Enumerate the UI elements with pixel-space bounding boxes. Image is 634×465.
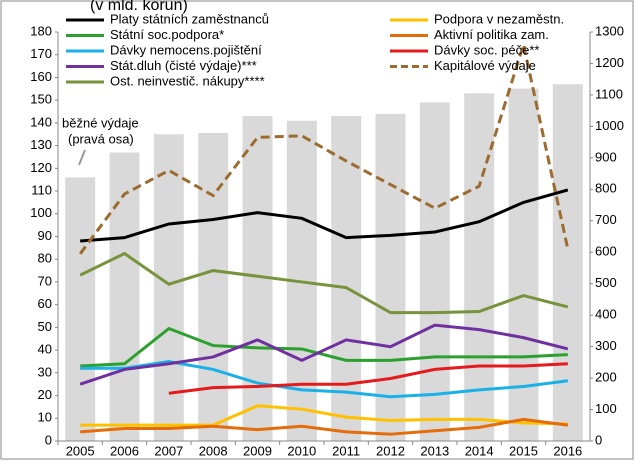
y-tick-label: 40 [38, 342, 52, 357]
x-tick-label: 2007 [154, 443, 183, 458]
y2-tick-label: 400 [595, 307, 617, 322]
series-line [80, 326, 568, 368]
series-line [79, 251, 569, 315]
y-tick-label: 100 [30, 205, 52, 220]
y2-tick-label: 100 [595, 401, 617, 416]
y2-tick-label: 0 [595, 432, 602, 447]
x-tick-label: 2008 [199, 443, 228, 458]
legend-label: Státní soc.podpora* [110, 27, 224, 42]
bar [109, 152, 140, 442]
y-tick-label: 110 [31, 182, 52, 197]
bar [65, 177, 96, 442]
y-tick-label: 0 [45, 432, 52, 447]
x-tick-label: 2011 [332, 443, 360, 458]
x-tick-label: 2013 [420, 443, 449, 458]
x-tick-label: 2009 [243, 443, 272, 458]
series-line [78, 38, 570, 255]
y-tick-label: 70 [38, 273, 52, 288]
legend-label: Dávky soc. péče** [434, 42, 540, 57]
y2-tick-label: 1200 [595, 55, 624, 70]
y2-tick-label: 800 [595, 181, 617, 196]
y2-tick-label: 1000 [595, 118, 624, 133]
x-tick-label: 2006 [110, 443, 139, 458]
bar [375, 113, 406, 442]
bar [419, 102, 450, 441]
chart-title: (v mld. korun) [90, 0, 188, 14]
series-line [80, 188, 569, 243]
y-tick-label: 20 [38, 387, 52, 402]
x-tick-label: 2014 [465, 443, 494, 458]
y2-tick-label: 1300 [595, 23, 624, 38]
y-tick-label: 30 [38, 364, 52, 379]
y2-tick-label: 1100 [595, 86, 623, 101]
x-tick-label: 2010 [287, 443, 316, 458]
y-tick-label: 180 [30, 23, 52, 38]
annotation: (pravá osa) [68, 131, 134, 146]
y-tick-label: 10 [38, 410, 52, 425]
y-tick-label: 80 [38, 251, 52, 266]
series-line [79, 323, 569, 386]
y-tick-label: 130 [30, 137, 52, 152]
annotation: běžné výdaje [62, 115, 139, 130]
y2-tick-label: 500 [595, 275, 617, 290]
x-tick-label: 2005 [66, 443, 95, 458]
x-tick-label: 2015 [509, 443, 538, 458]
series-line [80, 359, 569, 399]
y2-tick-label: 600 [595, 244, 617, 259]
y-tick-label: 120 [30, 160, 52, 175]
bar [153, 134, 184, 441]
y2-tick-label: 200 [595, 370, 617, 385]
annotation-arrow [78, 149, 86, 166]
bar [198, 132, 229, 442]
legend-label: Ost. neinvestič. nákupy**** [110, 73, 265, 88]
bar [552, 84, 583, 442]
bar [331, 116, 362, 441]
y-tick-label: 140 [30, 114, 52, 129]
y-tick-label: 60 [38, 296, 52, 311]
y2-tick-label: 900 [595, 149, 617, 164]
legend-label: Platy státních zaměstnanců [110, 11, 269, 26]
legend-label: Podpora v nezaměstn. [434, 11, 564, 26]
x-tick-label: 2012 [376, 443, 405, 458]
legend-label: Kapitálové výdaje [434, 58, 536, 73]
series-line [80, 417, 569, 436]
y-tick-label: 90 [38, 228, 52, 243]
y-tick-label: 150 [30, 92, 52, 107]
bar [508, 88, 539, 441]
x-tick-label: 2016 [553, 443, 582, 458]
bar [464, 93, 495, 441]
legend-label: Dávky nemocens.pojištění [110, 42, 262, 57]
y-tick-label: 170 [30, 46, 52, 61]
y2-tick-label: 700 [595, 212, 617, 227]
y2-tick-label: 300 [595, 338, 617, 353]
series-line [80, 404, 568, 427]
y-tick-label: 50 [38, 319, 52, 334]
series-line [168, 362, 568, 395]
y-tick-label: 160 [30, 69, 52, 84]
legend-label: Stát.dluh (čisté výdaje)*** [110, 58, 257, 73]
legend-label: Aktivní politika zam. [434, 27, 549, 42]
